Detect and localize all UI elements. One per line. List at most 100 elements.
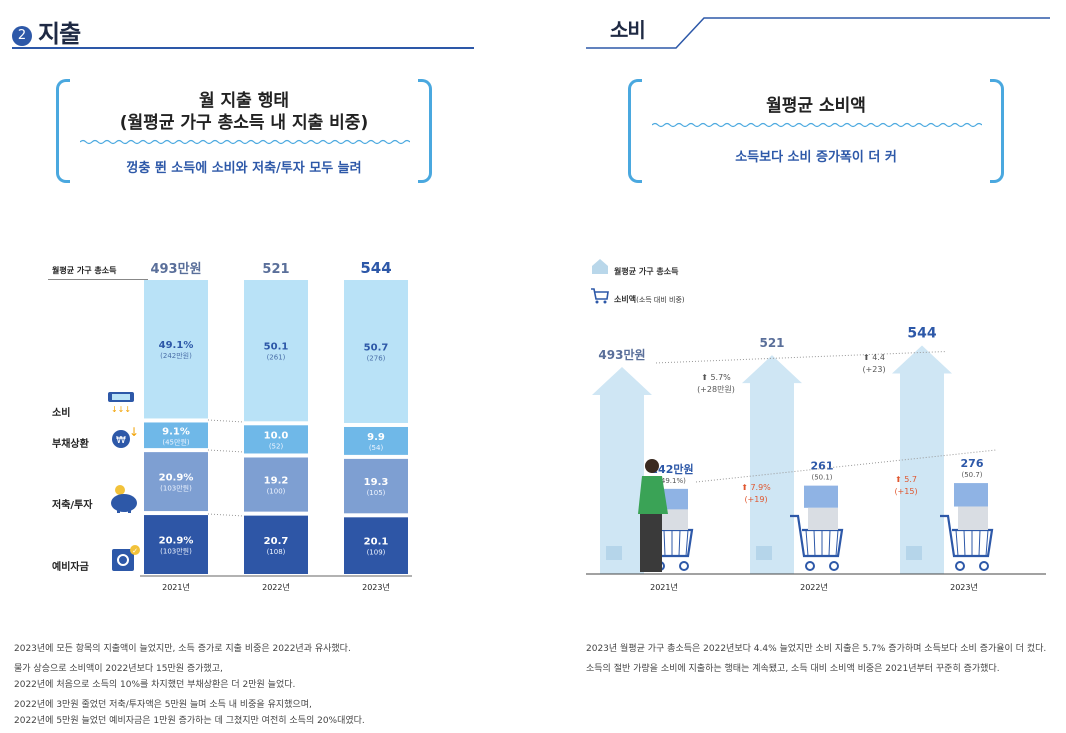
segment-pct-label: 20.9% bbox=[159, 536, 194, 547]
cart-grid-line bbox=[978, 529, 981, 557]
segment-pct-label: 19.3 bbox=[364, 477, 389, 488]
stack-segment bbox=[344, 458, 408, 514]
row-label-debt: 부채상환 bbox=[52, 439, 89, 450]
income-house-bar bbox=[742, 355, 802, 574]
left-footnote-1: 2023년에 모든 항목의 지출액이 늘었지만, 소득 증가로 지출 비중은 2… bbox=[14, 644, 351, 654]
money-icon: ↓↓↓ bbox=[108, 392, 134, 414]
left-section-header: 2 지출 bbox=[12, 14, 81, 49]
income-row-label: 월평균 가구 총소득 bbox=[52, 266, 117, 275]
cart-grid-line bbox=[813, 529, 816, 557]
cart-wheel bbox=[829, 561, 839, 571]
segment-pct-label: 50.1 bbox=[264, 342, 289, 353]
income-total-label: 544 bbox=[360, 259, 391, 277]
cart-grid-line bbox=[678, 529, 681, 557]
left-footnote-5: 2022년에 5만원 늘었던 예비자금은 1만원 증가하는 데 그쳤지만 여전히… bbox=[14, 716, 365, 726]
spend-value-label: 261 bbox=[811, 460, 834, 473]
income-vs-spend-chart: 493만원 242만원(49.1%) 2021년 521 261(50.1) 2022년 5… bbox=[586, 326, 1046, 592]
cart-grid-line bbox=[685, 529, 689, 557]
house-window bbox=[606, 546, 622, 560]
segment-amount-label: (105) bbox=[367, 489, 386, 497]
income-value-label: 521 bbox=[759, 336, 784, 350]
row-label-consumption: 소비 bbox=[52, 408, 71, 419]
legend-spend-note: (소득 대비 비중) bbox=[636, 296, 685, 304]
connector-line bbox=[207, 513, 245, 517]
year-tick-label: 2022년 bbox=[262, 582, 290, 592]
stack-segment bbox=[144, 515, 208, 574]
left-footnote-4: 2022년에 3만원 줄었던 저축/투자액은 5만원 늘며 소득 내 비중을 유… bbox=[14, 700, 312, 710]
legend-house-icon bbox=[592, 259, 608, 274]
box-wave-divider bbox=[80, 139, 410, 145]
cart-wheel bbox=[679, 561, 689, 571]
segment-pct-label: 19.2 bbox=[264, 476, 289, 487]
cart-grid-line bbox=[963, 529, 966, 557]
income-growth-pct: ⬆ 4.4 bbox=[863, 353, 885, 362]
segment-pct-label: 20.1 bbox=[364, 537, 389, 548]
segment-amount-label: (45만원) bbox=[162, 437, 190, 446]
right-section-title: 소비 bbox=[610, 18, 646, 42]
person-body bbox=[638, 476, 668, 514]
right-footnote-1: 2023년 월평균 가구 총소득은 2022년보다 4.4% 늘었지만 소비 지… bbox=[586, 644, 1047, 654]
safe-icon: ✓ bbox=[112, 545, 140, 571]
stack-segment bbox=[244, 425, 308, 454]
row-label-saving: 저축/투자 bbox=[52, 500, 93, 511]
cart-goods bbox=[954, 483, 988, 507]
income-row-rule bbox=[48, 279, 148, 280]
connector-line bbox=[207, 419, 245, 423]
segment-amount-label: (276) bbox=[367, 354, 386, 362]
income-growth-pct: ⬆ 5.7% bbox=[701, 373, 731, 382]
segment-pct-label: 49.1% bbox=[159, 340, 194, 351]
svg-text:↓↓↓: ↓↓↓ bbox=[111, 405, 131, 414]
section-title: 지출 bbox=[38, 20, 81, 48]
stack-segment bbox=[244, 280, 308, 422]
stack-segment bbox=[344, 517, 408, 574]
legend-income-label: 월평균 가구 총소득 bbox=[614, 267, 679, 276]
cart-goods bbox=[658, 509, 688, 530]
stack-segment bbox=[344, 426, 408, 455]
left-footnote-3: 2022년에 처음으로 소득의 10%를 차지했던 부채상환은 더 2만원 늘었… bbox=[14, 680, 296, 690]
cart-grid-line bbox=[955, 529, 959, 557]
stack-segment bbox=[144, 422, 208, 449]
cart-grid-line bbox=[805, 529, 809, 557]
spend-growth-pct: ⬆ 5.7 bbox=[895, 475, 917, 484]
income-house-bar bbox=[592, 366, 652, 574]
right-box-subtitle: 소득보다 소비 증가폭이 더 커 bbox=[735, 150, 897, 165]
stack-segment bbox=[144, 452, 208, 512]
stack-segment bbox=[244, 515, 308, 574]
spend-share-label: (49.1%) bbox=[658, 477, 686, 485]
cart-wheel bbox=[805, 561, 815, 571]
income-growth-abs: (+23) bbox=[862, 365, 885, 374]
cart-goods bbox=[808, 507, 838, 530]
segment-amount-label: (108) bbox=[267, 548, 286, 556]
segment-pct-label: 20.7 bbox=[264, 536, 289, 547]
cart-wheel bbox=[979, 561, 989, 571]
left-bracket-close bbox=[418, 79, 432, 183]
right-box-wave-divider bbox=[652, 122, 982, 128]
coin-debt-icon: ₩ ↓ bbox=[112, 425, 139, 448]
income-value-label: 544 bbox=[907, 326, 936, 342]
right-footnote-2: 소득의 절반 가량을 소비에 지출하는 행태는 계속됐고, 소득 대비 소비액 … bbox=[586, 664, 1000, 674]
spend-growth-abs: (+19) bbox=[744, 495, 767, 504]
right-footnotes: 2023년 월평균 가구 총소득은 2022년보다 4.4% 늘었지만 소비 지… bbox=[586, 641, 1056, 677]
cart-goods bbox=[804, 485, 838, 508]
segment-amount-label: (100) bbox=[267, 488, 286, 496]
cart-grid-line bbox=[985, 529, 989, 557]
stack-segment bbox=[144, 280, 208, 419]
section-number-badge: 2 bbox=[12, 26, 32, 46]
svg-text:✓: ✓ bbox=[132, 547, 138, 555]
left-footnote-2: 물가 상승으로 소비액이 2022년보다 15만원 증가했고, bbox=[14, 664, 223, 674]
cart-grid-line bbox=[663, 529, 666, 557]
segment-amount-label: (242만원) bbox=[160, 351, 192, 360]
spend-value-label: 242만원 bbox=[650, 462, 693, 476]
segment-pct-label: 9.9 bbox=[367, 432, 385, 443]
spend-growth-abs: (+15) bbox=[894, 487, 917, 496]
segment-amount-label: (103만원) bbox=[160, 547, 192, 556]
connector-line bbox=[207, 449, 245, 453]
right-box-title: 월평균 소비액 bbox=[766, 96, 866, 116]
right-bracket-close bbox=[990, 79, 1004, 183]
stack-segment bbox=[344, 280, 408, 423]
legend-spend-label: 소비액(소득 대비 비중) bbox=[614, 294, 685, 305]
income-total-label: 521 bbox=[262, 262, 289, 277]
income-house-bar bbox=[892, 345, 952, 574]
segment-amount-label: (54) bbox=[369, 444, 384, 452]
income-total-label: 493만원 bbox=[150, 261, 201, 277]
